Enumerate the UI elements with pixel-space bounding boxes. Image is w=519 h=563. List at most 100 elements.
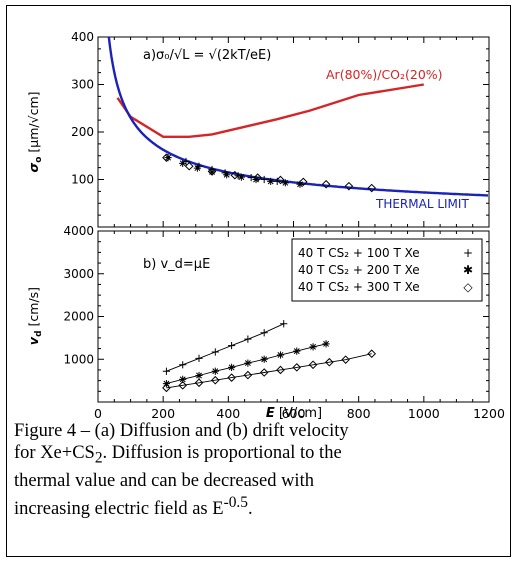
panel-a-marker-diamond bbox=[230, 170, 240, 180]
panel-a-ytick-label: 400 bbox=[71, 30, 94, 44]
panel-b-marker-plus bbox=[211, 348, 219, 356]
panel-b-marker-diamond bbox=[325, 357, 334, 367]
panel-b-ylabel: vd [cm/s] bbox=[26, 287, 44, 345]
panel-a-annotation: a)σ₀/√L = √(2kT/eE) bbox=[143, 48, 271, 63]
caption-text-2a: for Xe+CS bbox=[14, 443, 95, 463]
panel-a-marker-star bbox=[296, 180, 304, 188]
panel-b-marker-star bbox=[179, 375, 187, 383]
panel-b-marker-diamond bbox=[341, 355, 350, 364]
panel-b-marker-plus bbox=[260, 329, 268, 337]
caption-text-4a: increasing electric field as E bbox=[14, 498, 224, 519]
panel-a-marker-diamond bbox=[367, 183, 377, 193]
panel-a-marker-diamond bbox=[276, 175, 285, 185]
panel-b-xtick-label: 600 bbox=[282, 406, 306, 420]
panel-a-series-ar-co2-line bbox=[116, 83, 424, 139]
panel-a-marker-diamond bbox=[298, 177, 308, 187]
caption-line-3: thermal value and can be decreased with bbox=[14, 470, 504, 492]
panel-b-xtick-label: 800 bbox=[347, 406, 371, 420]
caption-text-3: thermal value and can be decreased with bbox=[14, 470, 314, 491]
panel-b-marker-diamond bbox=[308, 360, 318, 370]
panel-a-marker-diamond bbox=[321, 179, 331, 189]
panel-b-ytick-label: 1000 bbox=[63, 352, 94, 366]
panel-b-marker-diamond bbox=[367, 349, 377, 359]
panel-b-marker-star bbox=[309, 343, 317, 351]
panel-a-marker-diamond bbox=[184, 161, 194, 171]
panel-b-xtick-label: 400 bbox=[216, 406, 240, 420]
panel-a-marker-star bbox=[164, 154, 172, 162]
panel-b-marker-plus bbox=[162, 367, 171, 375]
panel-b-marker-star bbox=[260, 355, 268, 363]
panel-b-legend-marker-3: ◇ bbox=[463, 280, 473, 294]
panel-b-marker-star bbox=[227, 363, 236, 371]
panel-b-xtick-label: 200 bbox=[151, 406, 175, 420]
panel-a-ytick-label: 100 bbox=[71, 173, 94, 187]
caption-line-2: for Xe+CS2. Diffusion is proportional to… bbox=[14, 442, 504, 470]
caption-text-4b: . bbox=[247, 498, 253, 519]
figure-caption: Figure 4 – (a) Diffusion and (b) drift v… bbox=[14, 420, 504, 520]
panel-b-marker-diamond bbox=[227, 373, 236, 382]
caption-sub-2: 2 bbox=[94, 449, 103, 467]
panel-b-xtick-label: 1000 bbox=[408, 406, 440, 420]
panel-b-legend-entry-2: 40 T CS₂ + 200 T Xe bbox=[298, 263, 420, 277]
panel-b-xlabel: E [V/cm] bbox=[266, 406, 322, 420]
panel-b-marker-plus bbox=[244, 335, 252, 343]
panel-a-marker-diamond bbox=[253, 173, 262, 182]
panel-b-ytick-label: 3000 bbox=[63, 267, 94, 281]
panel-b-marker-diamond bbox=[194, 378, 204, 388]
panel-b-ytick-label: 2000 bbox=[63, 310, 94, 324]
panel-b-marker-diamond bbox=[210, 375, 220, 385]
panel-b-xtick-label: 1200 bbox=[473, 406, 505, 420]
panel-a-marker-star bbox=[179, 159, 187, 167]
panel-b-marker-star bbox=[276, 351, 285, 359]
panel-a-marker-diamond bbox=[344, 181, 354, 191]
panel-b-marker-star bbox=[322, 340, 330, 348]
panel-a-marker-star bbox=[223, 171, 231, 179]
panel-b-marker-star bbox=[244, 359, 252, 367]
panel-b-annotation: b) v_d=μE bbox=[143, 257, 210, 272]
panel-a-marker-star bbox=[237, 173, 245, 181]
panel-b-legend-box bbox=[291, 238, 483, 302]
panel-a: 100 200 300 400 σo [μm/√cm] a)σ₀/√L = √(2kT/e… bbox=[26, 30, 490, 228]
panel-b-marker-star bbox=[195, 371, 203, 380]
panel-b-marker-diamond bbox=[178, 381, 188, 390]
panel-b-marker-plus bbox=[227, 341, 236, 350]
panel-a-ytick-label: 300 bbox=[71, 78, 94, 92]
panel-b: 1000 2000 3000 4000 0 200 400 600 800 1000 1200 vd … bbox=[26, 224, 505, 420]
panel-b-marker-diamond bbox=[292, 363, 302, 372]
panel-a-marker-star bbox=[267, 177, 275, 185]
panel-b-marker-plus bbox=[179, 361, 187, 369]
panel-b-marker-plus bbox=[195, 354, 203, 362]
caption-line-1: Figure 4 – (a) Diffusion and (b) drift v… bbox=[14, 420, 504, 442]
caption-line-4: increasing electric field as E-0.5. bbox=[14, 492, 504, 520]
panel-b-marker-diamond bbox=[276, 365, 285, 375]
caption-sup-4: -0.5 bbox=[223, 493, 248, 511]
panel-b-marker-diamond bbox=[243, 370, 253, 380]
caption-text-2b: . Diffusion is proportional to the bbox=[102, 443, 342, 463]
panel-b-legend-entry-3: 40 T CS₂ + 300 T Xe bbox=[298, 280, 420, 294]
panel-a-marker-star bbox=[208, 168, 216, 176]
panel-b-legend-marker-2: ✱ bbox=[463, 263, 473, 277]
panel-b-marker-diamond bbox=[162, 383, 171, 393]
panel-a-ytick-label: 200 bbox=[71, 125, 94, 139]
panel-b-marker-star bbox=[211, 367, 219, 375]
panel-b-marker-plus bbox=[280, 320, 288, 328]
panel-b-series-line-diamond bbox=[166, 353, 372, 389]
panel-a-marker-plus bbox=[260, 175, 268, 184]
panel-b-legend: 40 T CS₂ + 100 T Xe +40 T CS₂ + 200 T Xe ✱… bbox=[291, 238, 483, 302]
panel-a-ar-co2-label: Ar(80%)/CO₂(20%) bbox=[326, 67, 443, 82]
panel-b-marker-diamond bbox=[259, 368, 269, 377]
panel-a-marker-diamond bbox=[162, 153, 171, 162]
panel-a-thermal-limit-label: THERMAL LIMIT bbox=[375, 197, 469, 211]
panel-a-marker-diamond bbox=[207, 167, 217, 176]
figure-chart: 100 200 300 400 σo [μm/√cm] a)σ₀/√L = √(2kT/e… bbox=[26, 30, 505, 420]
panel-a-marker-star bbox=[193, 164, 201, 172]
panel-a-ylabel: σo [μm/√cm] bbox=[26, 91, 44, 172]
panel-b-ytick-label: 4000 bbox=[63, 224, 94, 238]
caption-text-1: Figure 4 – (a) Diffusion and (b) drift v… bbox=[14, 421, 349, 441]
panel-a-marker-star bbox=[281, 179, 289, 187]
panel-b-marker-star bbox=[293, 347, 301, 355]
panel-b-series-line-plus bbox=[166, 323, 284, 372]
panel-b-legend-entry-1: 40 T CS₂ + 100 T Xe bbox=[298, 246, 420, 260]
panel-b-xtick-label: 0 bbox=[94, 406, 102, 420]
panel-b-legend-marker-1: + bbox=[463, 246, 473, 260]
